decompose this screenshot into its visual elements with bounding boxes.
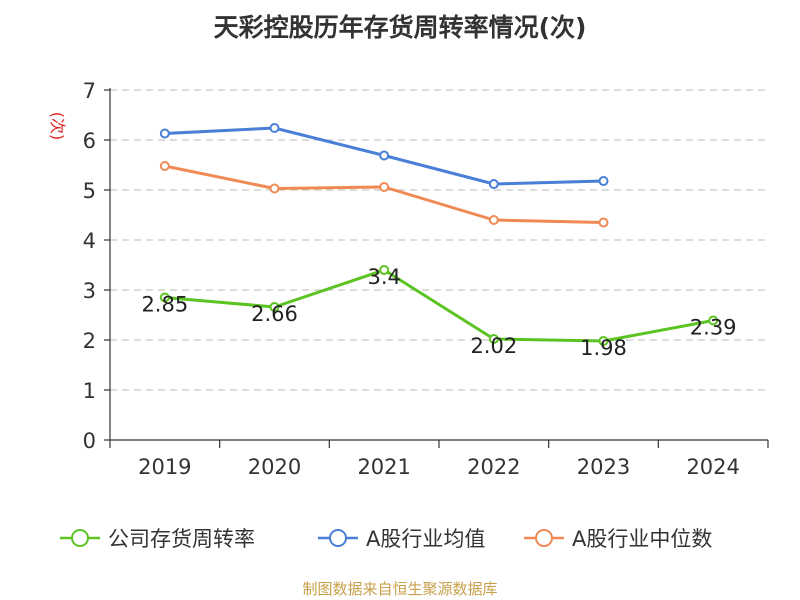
x-tick-label: 2020 — [248, 455, 301, 479]
y-tick-label: 6 — [83, 129, 96, 153]
data-point — [159, 161, 170, 171]
y-tick-label: 1 — [83, 379, 96, 403]
legend-item-company[interactable]: 公司存货周转率 — [60, 518, 255, 558]
data-label: 3.4 — [367, 265, 400, 289]
y-tick-label: 4 — [83, 229, 96, 253]
y-tick-label: 0 — [83, 429, 96, 453]
chart-legend: 公司存货周转率 A股行业均值 A股行业中位数 — [0, 518, 800, 558]
legend-label-company: 公司存货周转率 — [108, 527, 255, 551]
x-tick-label: 2023 — [577, 455, 630, 479]
data-source-note: 制图数据来自恒生聚源数据库 — [302, 580, 498, 598]
data-label: 2.39 — [690, 316, 737, 340]
data-point — [379, 265, 390, 275]
series-line — [164, 164, 604, 224]
data-label: 2.66 — [251, 302, 298, 326]
legend-label-industry-median: A股行业中位数 — [572, 527, 713, 551]
legend-item-industry-mean[interactable]: A股行业均值 — [318, 518, 485, 558]
legend-item-industry-median[interactable]: A股行业中位数 — [524, 518, 712, 558]
series-line — [164, 268, 714, 343]
data-point — [269, 183, 280, 194]
data-point — [488, 215, 499, 225]
data-point — [708, 315, 719, 326]
x-tick-label: 2022 — [467, 455, 520, 479]
x-tick-label: 2021 — [357, 455, 410, 479]
data-point — [488, 334, 499, 344]
x-tick-label: 2024 — [686, 455, 739, 479]
data-point — [598, 336, 609, 346]
data-point — [379, 182, 390, 192]
legend-marker-industry-median — [524, 529, 564, 547]
legend-label-industry-mean: A股行业均值 — [366, 527, 486, 551]
data-label: 2.85 — [141, 293, 188, 317]
data-point — [598, 217, 609, 228]
y-axis-label: (次) — [48, 112, 67, 141]
data-point — [269, 302, 280, 312]
data-point — [159, 128, 170, 139]
x-tick-label: 2019 — [138, 455, 191, 479]
data-point — [269, 123, 280, 133]
data-point — [488, 179, 499, 189]
data-point — [598, 176, 609, 186]
chart-title: 天彩控股历年存货周转率情况(次) — [213, 13, 587, 42]
data-label: 2.02 — [470, 334, 517, 358]
y-tick-label: 3 — [83, 279, 96, 303]
data-point — [379, 150, 390, 161]
data-label: 1.98 — [580, 336, 627, 360]
y-tick-label: 2 — [83, 329, 96, 353]
legend-marker-company — [60, 529, 100, 547]
data-point — [159, 292, 170, 303]
legend-marker-industry-mean — [318, 529, 358, 547]
y-tick-label: 5 — [83, 179, 96, 203]
y-tick-label: 7 — [83, 79, 96, 103]
